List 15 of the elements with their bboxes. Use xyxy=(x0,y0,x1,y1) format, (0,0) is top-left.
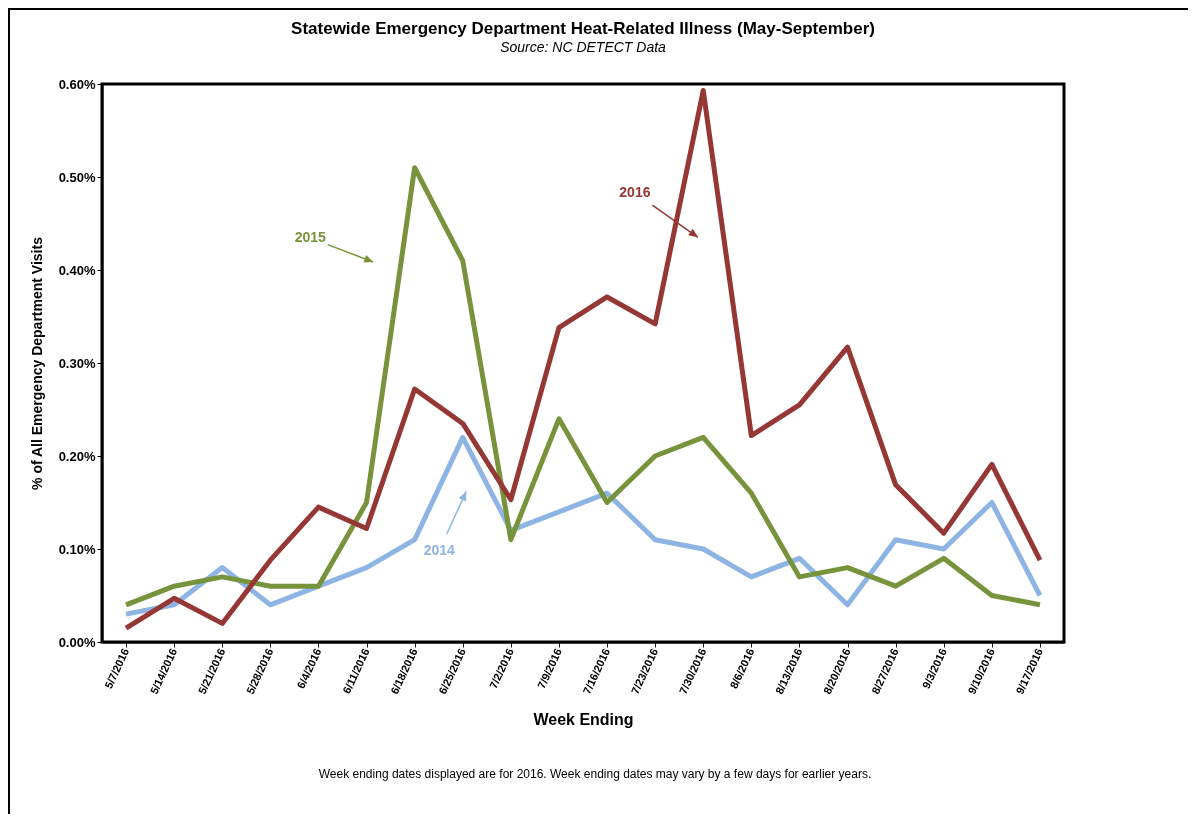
chart-subtitle: Source: NC DETECT Data xyxy=(500,39,667,55)
text: 2016 xyxy=(619,183,651,200)
chart-title: Statewide Emergency Department Heat-Related Illness (May-September) xyxy=(291,19,875,38)
text: Week ending dates displayed are for 2016. Week ending dates may vary by a few days for earlier years. xyxy=(317,767,873,781)
y-tick-label: 0.30% xyxy=(58,355,96,371)
y-axis-title: % of All Emergency Department Visits xyxy=(28,236,45,490)
y-tick-label: 0.40% xyxy=(58,262,96,278)
y-tick-label: 0.60% xyxy=(58,76,96,92)
series-label: 2014 xyxy=(423,541,455,558)
text: 2015 xyxy=(294,229,326,246)
x-axis-title: Week Ending xyxy=(533,710,634,728)
y-tick-label: 0.20% xyxy=(58,448,96,464)
y-tick-label: 0.50% xyxy=(58,169,96,185)
y-tick-label: 0.10% xyxy=(58,541,96,557)
y-tick-label: 0.00% xyxy=(58,634,96,650)
